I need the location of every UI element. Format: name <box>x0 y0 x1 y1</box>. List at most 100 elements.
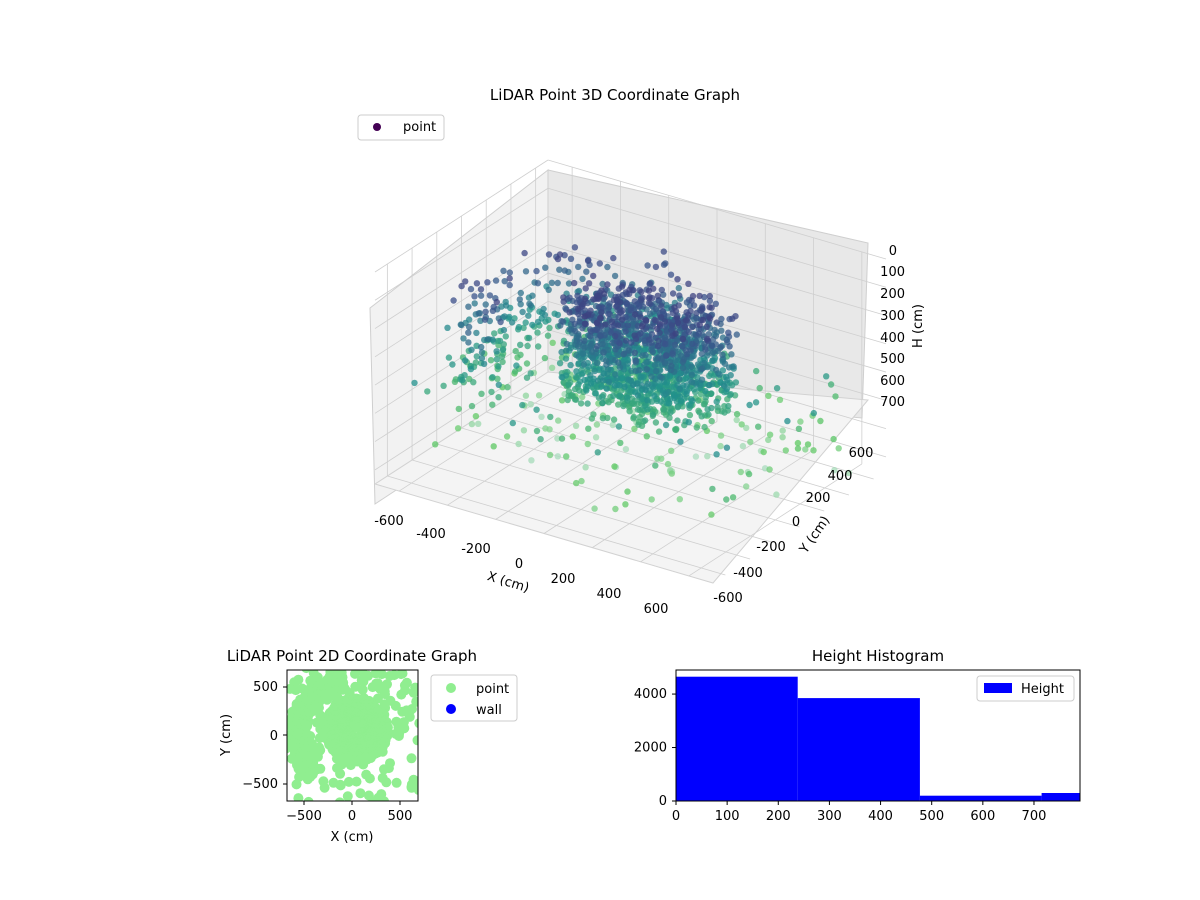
scatter-point-3d <box>689 340 696 348</box>
scatter-point-3d <box>581 313 588 320</box>
scatter-point-3d <box>449 361 456 368</box>
scatter-point-3d <box>688 371 696 378</box>
scatter-point-3d <box>817 417 824 425</box>
chart-2d-title: LiDAR Point 2D Coordinate Graph <box>227 647 477 665</box>
scatter-point-3d <box>649 323 656 330</box>
scatter-point-3d <box>652 305 660 312</box>
scatter-point-3d <box>795 425 803 432</box>
scatter-point-3d <box>832 393 839 400</box>
scatter-point-3d <box>527 370 534 377</box>
scatter-point-3d <box>578 371 585 378</box>
scatter-point-3d <box>604 281 611 288</box>
scatter-point-3d <box>794 439 802 447</box>
scatter-point-3d <box>706 381 713 389</box>
scatter-point-3d <box>471 300 478 307</box>
scatter-point-3d <box>504 384 511 391</box>
scatter-point-3d <box>587 343 595 350</box>
scatter-point-3d <box>599 340 606 348</box>
scatter-point-3d <box>529 292 536 299</box>
scatter-point-3d <box>696 321 703 329</box>
chart-2d: LiDAR Point 2D Coordinate Graph −500 0 5… <box>219 647 518 845</box>
scatter-point-3d <box>692 453 700 460</box>
scatter-point-3d <box>679 358 686 366</box>
scatter-point-3d <box>743 424 750 432</box>
scatter-point-3d <box>538 413 545 420</box>
grid-line <box>374 159 549 273</box>
scatter-point-3d <box>563 347 570 354</box>
scatter-point-3d <box>657 373 664 380</box>
scatter-point-3d <box>644 380 652 387</box>
scatter-point-3d <box>478 355 486 362</box>
scatter-point-3d <box>517 341 524 348</box>
scatter-point-3d <box>638 323 646 330</box>
y-ticks-2d <box>283 686 287 785</box>
scatter-point-3d <box>665 400 672 407</box>
scatter-point-3d <box>517 289 524 297</box>
scatter-point-3d <box>495 394 502 401</box>
scatter-point-3d <box>631 298 638 305</box>
scatter-point-3d <box>830 435 837 443</box>
scatter-points-2d <box>287 670 418 801</box>
scatter-point-3d <box>706 372 713 380</box>
scatter-point-3d <box>733 331 740 338</box>
scatter-point-3d <box>719 351 726 358</box>
scatter-point-3d <box>522 319 529 326</box>
scatter-point-3d <box>636 346 643 354</box>
scatter-point-3d <box>654 325 661 333</box>
scatter-point-3d <box>599 393 606 400</box>
scatter-point-3d <box>668 470 675 477</box>
x-tick-label: 600 <box>970 809 995 824</box>
scatter-point-3d <box>617 299 624 306</box>
scatter-point-3d <box>554 435 561 442</box>
scatter-point-3d <box>579 350 586 357</box>
legend-histogram: Height <box>976 675 1075 702</box>
scatter-point-3d <box>411 379 418 387</box>
scatter-point-3d <box>523 360 531 367</box>
scatter-point-3d <box>717 442 724 450</box>
scatter-point-3d <box>704 363 711 371</box>
scatter-point-3d <box>470 379 477 386</box>
scatter-point-3d <box>745 470 753 478</box>
scatter-point-3d <box>610 296 618 304</box>
scatter-point-3d <box>533 406 540 413</box>
scatter-point-3d <box>592 390 599 397</box>
scatter-point-3d <box>794 445 802 452</box>
z-axis-label-3d: H (cm) <box>911 304 926 348</box>
grid-line <box>547 216 887 316</box>
scatter-point-3d <box>591 505 598 512</box>
y-tick-label: 500 <box>253 680 278 695</box>
scatter-point-3d <box>636 366 643 374</box>
x-tick-label: 400 <box>868 809 893 824</box>
scatter-point-3d <box>502 333 509 340</box>
scatter-point-3d <box>657 314 665 321</box>
scatter-point-3d <box>625 347 632 354</box>
legend-2d-marker-wall <box>446 704 456 714</box>
grid-line <box>640 449 814 563</box>
scatter-point-3d <box>655 337 662 344</box>
scatter-point-3d <box>571 279 578 287</box>
scatter-point-3d <box>709 485 716 493</box>
scatter-point-3d <box>527 401 534 408</box>
scatter-point-3d <box>512 347 519 355</box>
scatter-point-3d <box>651 361 658 369</box>
scatter-point-3d <box>522 268 530 275</box>
scatter-point-3d <box>643 433 650 440</box>
grid-line <box>374 244 549 358</box>
scatter-point-3d <box>535 343 542 350</box>
scatter-point-3d <box>535 392 543 399</box>
scatter-point-3d <box>603 357 610 364</box>
scatter-point-3d <box>743 483 750 490</box>
scatter-point-3d <box>698 376 706 383</box>
scatter-point-3d <box>593 421 601 428</box>
scatter-point-3d <box>638 288 645 296</box>
scatter-point-3d <box>766 431 774 438</box>
scatter-point-3d <box>590 296 597 303</box>
scatter-point-3d <box>620 402 627 410</box>
scatter-point-3d <box>587 380 595 387</box>
scatter-point-3d <box>713 451 720 458</box>
scatter-point-3d <box>662 340 669 348</box>
scatter-point-3d <box>460 335 467 342</box>
scatter-point-3d <box>499 358 506 366</box>
scatter-point-3d <box>717 343 725 350</box>
scatter-point-3d <box>594 377 602 384</box>
